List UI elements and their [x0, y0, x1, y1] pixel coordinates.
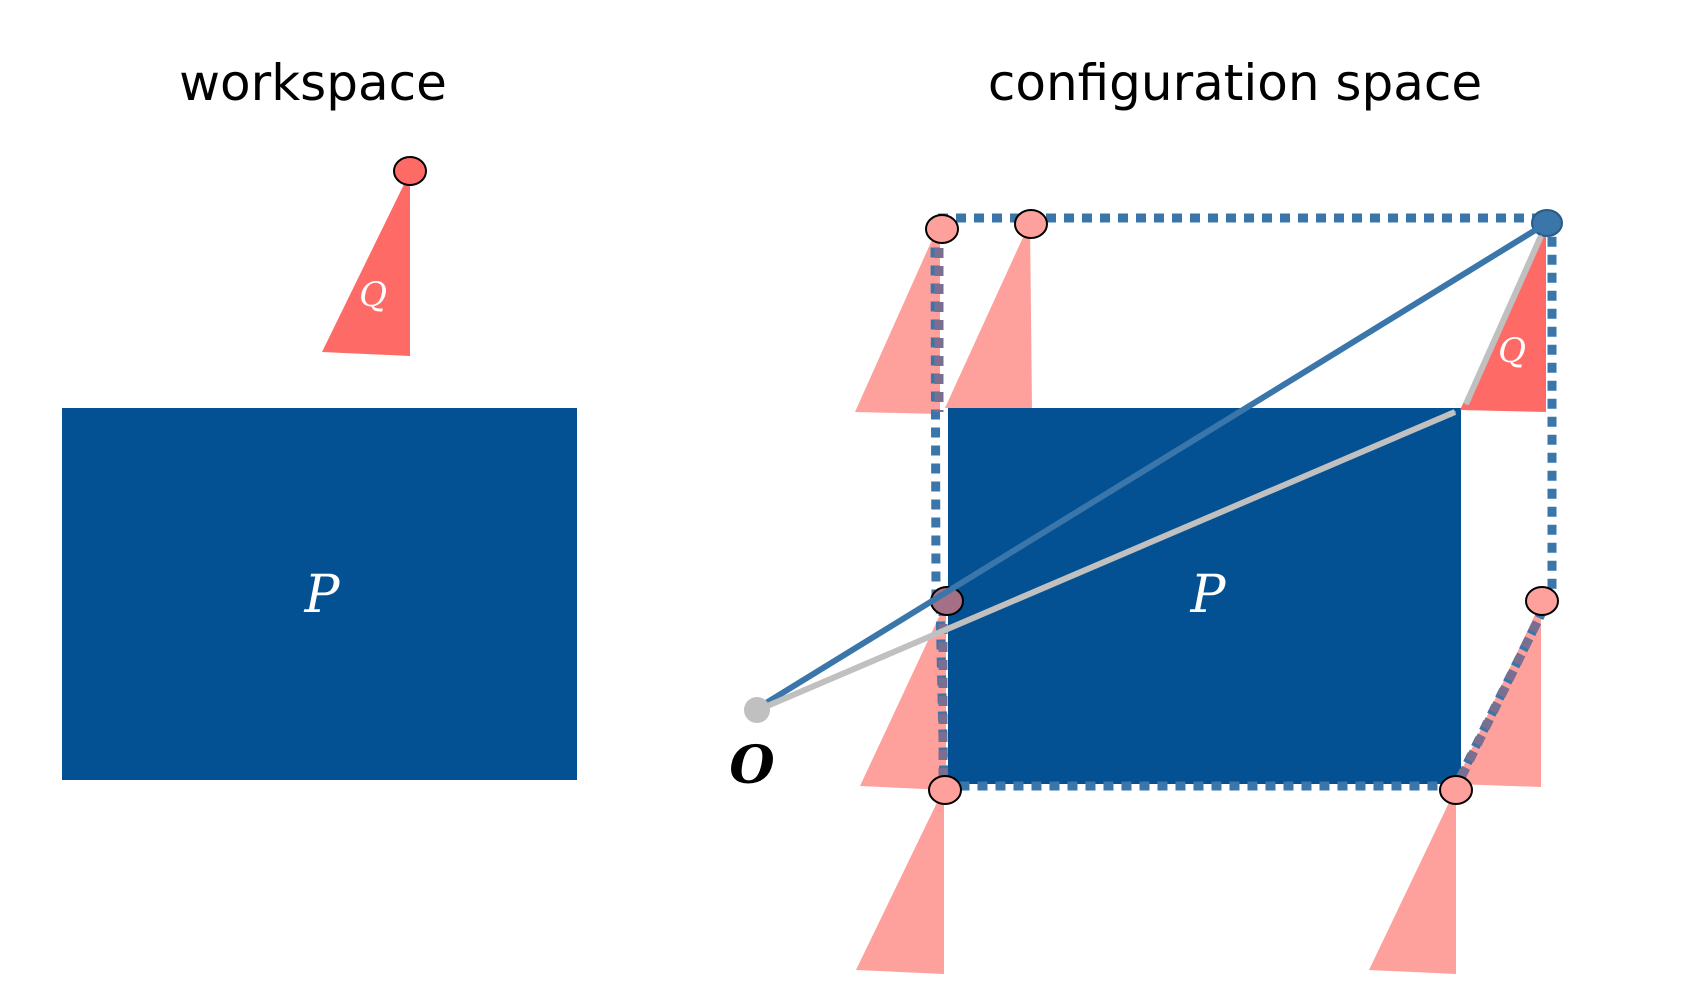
- ghost-robot-bottom-right: [1369, 788, 1456, 974]
- blue-vector: [756, 223, 1544, 711]
- configuration-panel: P Q O: [729, 209, 1563, 974]
- ghost-robot-top-left: [855, 222, 940, 414]
- workspace-robot-reference-point: [393, 156, 427, 186]
- gray-double-arrow: [1463, 234, 1544, 406]
- workspace-obstacle-p: [62, 408, 577, 780]
- ghost-robot-bottom-left: [856, 788, 944, 974]
- boundary-overlay-right-diagonal: [1453, 604, 1550, 786]
- gray-vector: [756, 409, 1457, 713]
- config-obstacle-p: [948, 408, 1461, 784]
- config-q-label: Q: [1498, 331, 1526, 371]
- origin-label: O: [729, 735, 774, 796]
- workspace-panel: P Q: [62, 156, 577, 780]
- vertex-bottom-left: [928, 775, 962, 805]
- ghost-robot-mid-left: [860, 602, 946, 790]
- workspace-q-label: Q: [359, 275, 387, 315]
- workspace-title: workspace: [179, 54, 447, 112]
- ghost-robot-top: [945, 222, 1032, 410]
- origin-point: [744, 697, 770, 723]
- vertex-top-left: [925, 214, 959, 244]
- vertex-mid-right: [1525, 586, 1559, 616]
- vertex-top-second: [1014, 209, 1048, 239]
- workspace-robot-q: [322, 172, 410, 356]
- vertex-bottom-right: [1439, 775, 1473, 805]
- configuration-space-title: configuration space: [988, 54, 1482, 112]
- workspace-p-label: P: [304, 565, 341, 625]
- config-p-label: P: [1190, 565, 1227, 625]
